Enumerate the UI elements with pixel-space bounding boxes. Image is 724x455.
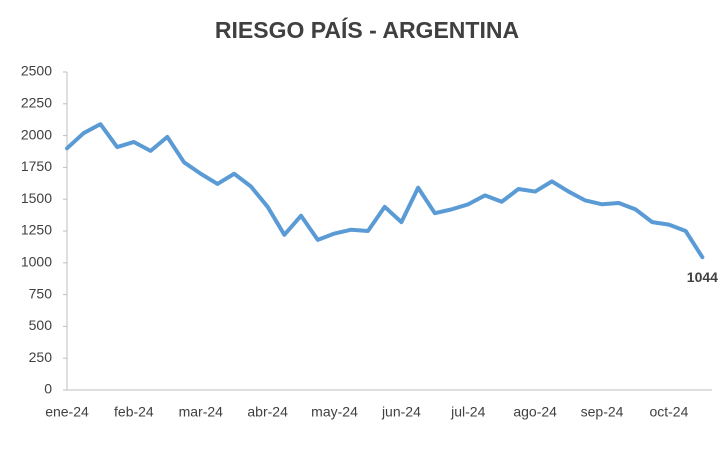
x-tick-label: jun-24 xyxy=(381,404,421,420)
y-tick-label: 1250 xyxy=(21,222,52,238)
x-tick-label: oct-24 xyxy=(649,404,688,420)
data-label: 1044 xyxy=(687,269,718,285)
x-tick-label: abr-24 xyxy=(247,404,288,420)
x-tick-label: mar-24 xyxy=(179,404,224,420)
y-tick-label: 250 xyxy=(29,349,53,365)
y-tick-label: 500 xyxy=(29,317,53,333)
chart-title: RIESGO PAÍS - ARGENTINA xyxy=(215,16,519,43)
x-tick-label: jul-24 xyxy=(450,404,485,420)
x-tick-label: ene-24 xyxy=(45,404,89,420)
y-tick-label: 1750 xyxy=(21,158,52,174)
x-tick-label: feb-24 xyxy=(114,404,154,420)
x-tick-label: sep-24 xyxy=(581,404,624,420)
x-tick-label: may-24 xyxy=(311,404,358,420)
y-tick-label: 0 xyxy=(44,381,52,397)
y-tick-label: 1000 xyxy=(21,254,52,270)
y-tick-label: 2500 xyxy=(21,63,52,79)
y-tick-label: 2000 xyxy=(21,126,52,142)
y-tick-label: 2250 xyxy=(21,95,52,111)
y-tick-label: 1500 xyxy=(21,190,52,206)
x-tick-label: ago-24 xyxy=(513,404,557,420)
line xyxy=(65,122,705,260)
y-tick-label: 750 xyxy=(29,285,53,301)
